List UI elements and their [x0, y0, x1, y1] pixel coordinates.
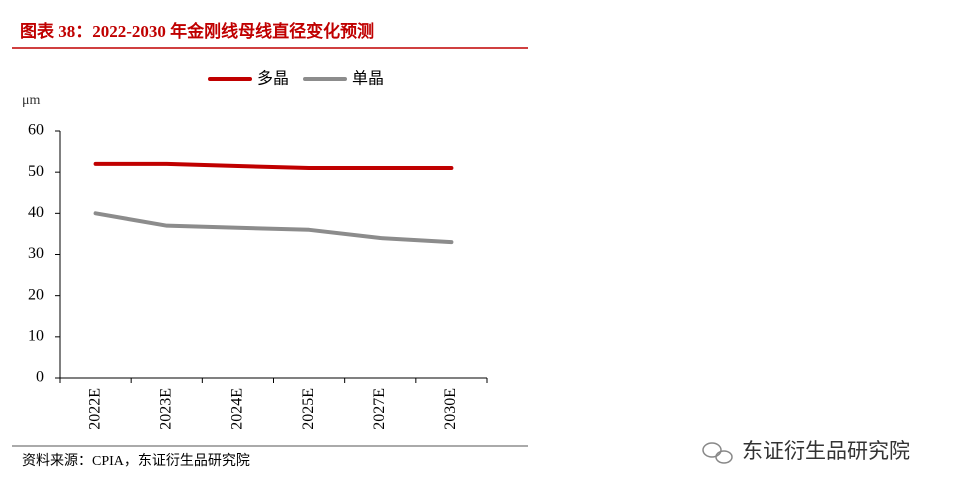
x-tick-label: 2030E: [442, 388, 459, 430]
legend-label: 单晶: [352, 70, 384, 88]
chart-title: 图表 38：2022-2030 年金刚线母线直径变化预测: [20, 21, 374, 41]
legend-label: 多晶: [257, 70, 289, 88]
x-tick-label: 2025E: [300, 388, 317, 430]
y-tick-label: 0: [36, 369, 44, 386]
y-tick-label: 60: [28, 122, 44, 139]
y-tick-label: 40: [28, 204, 44, 221]
watermark-icon: [702, 442, 733, 464]
x-tick-label: 2024E: [229, 388, 246, 430]
source: 资料来源：CPIA，东证衍生品研究院: [22, 453, 250, 469]
x-tick-label: 2022E: [86, 388, 103, 430]
y-unit: μm: [22, 93, 41, 108]
y-tick-label: 50: [28, 163, 44, 180]
x-tick-label: 2023E: [157, 388, 174, 430]
y-tick-label: 10: [28, 328, 44, 345]
y-tick-label: 20: [28, 286, 44, 303]
y-tick-label: 30: [28, 245, 44, 262]
watermark: 东证衍生品研究院: [742, 439, 910, 463]
series-line: [93, 211, 454, 245]
series-line: [93, 161, 454, 171]
x-tick-label: 2027E: [371, 388, 388, 430]
